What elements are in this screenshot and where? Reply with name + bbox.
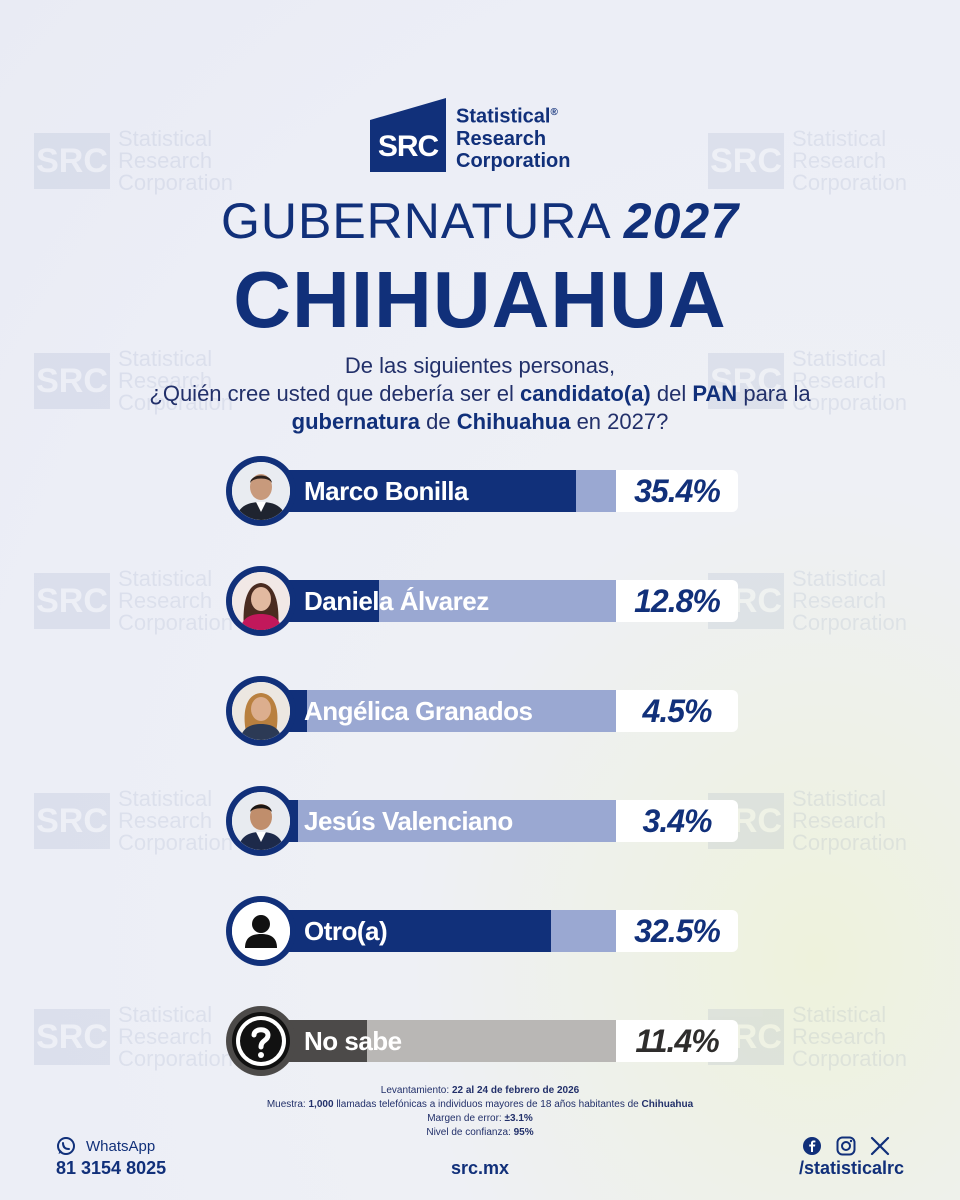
watermark: SRC Statistical Research Corporation <box>34 128 233 194</box>
note-value: ±3.1% <box>504 1113 533 1124</box>
photo-angelica-granados-icon <box>226 676 296 746</box>
note-value: 22 al 24 de febrero de 2026 <box>451 1085 580 1096</box>
logo-line-2: Research <box>456 128 547 150</box>
bar-value-label: 4.5% <box>616 690 738 732</box>
whatsapp-link[interactable]: WhatsApp <box>56 1136 155 1156</box>
logo-wordmark: Statistical® Research Corporation <box>456 102 570 172</box>
bar-value-label: 11.4% <box>616 1020 738 1062</box>
note-text: llamadas telefónicas a individuos mayore… <box>336 1099 639 1110</box>
logo-mark-text: SRC <box>377 130 439 163</box>
photo-marco-bonilla-icon <box>226 456 296 526</box>
bar-value-label: 35.4% <box>616 470 738 512</box>
instagram-icon[interactable] <box>836 1136 856 1156</box>
logo-line-3: Corporation <box>456 150 571 172</box>
question-emphasis: Chihuahua <box>456 409 571 434</box>
bar-track <box>268 800 616 842</box>
bar-row-otro: Otro(a) 32.5% <box>0 892 960 972</box>
bar-row-no-sabe: No sabe 11.4% <box>0 1002 960 1082</box>
question-emphasis: gubernatura <box>291 409 421 434</box>
question-emphasis: candidato(a) <box>519 381 651 406</box>
bar-value-label: 3.4% <box>616 800 738 842</box>
survey-question: De las siguientes personas, ¿Quién cree … <box>100 352 860 436</box>
question-text: ¿Quién cree usted que debería ser el <box>149 381 514 406</box>
phone-number[interactable]: 81 3154 8025 <box>56 1158 167 1178</box>
x-icon[interactable] <box>870 1136 890 1156</box>
registered-mark: ® <box>550 107 558 119</box>
bar-label: Otro(a) <box>304 916 388 946</box>
title-prefix: GUBERNATURA <box>220 193 609 249</box>
note-label: Levantamiento: <box>380 1085 450 1096</box>
note-label: Muestra: <box>266 1099 306 1110</box>
bar-row-angelica-granados: Angélica Granados 4.5% <box>0 672 960 752</box>
bar-label: Daniela Álvarez <box>304 586 489 616</box>
bar-label: Angélica Granados <box>304 696 533 726</box>
note-label: Nivel de confianza: <box>426 1127 511 1138</box>
website-link[interactable]: src.mx <box>450 1158 510 1178</box>
title-year: 2027 <box>623 193 740 249</box>
note-label: Margen de error: <box>427 1113 502 1124</box>
photo-jesus-valenciano-icon <box>226 786 296 856</box>
bar-label: No sabe <box>304 1026 402 1056</box>
bar-fill <box>268 470 576 512</box>
facebook-icon[interactable] <box>802 1136 822 1156</box>
bar-label: Marco Bonilla <box>304 476 468 506</box>
social-links <box>802 1136 890 1156</box>
note-value: 95% <box>513 1127 534 1138</box>
logo-line-1: Statistical <box>456 106 551 128</box>
question-text: de <box>426 409 451 434</box>
bar-value-label: 32.5% <box>616 910 738 952</box>
bar-row-marco-bonilla: Marco Bonilla 35.4% <box>0 452 960 532</box>
bar-row-jesus-valenciano: Jesús Valenciano 3.4% <box>0 782 960 862</box>
bar-track <box>268 690 616 732</box>
bar-label: Jesús Valenciano <box>304 806 513 836</box>
title-state: CHIHUAHUA <box>233 255 727 344</box>
question-emphasis: PAN <box>692 381 738 406</box>
question-text: del <box>656 381 687 406</box>
whatsapp-icon <box>57 1137 75 1155</box>
question-text: para la <box>743 381 811 406</box>
title-election: GUBERNATURA 2027 <box>0 192 960 250</box>
src-logo: SRC Statistical® Research Corporation <box>370 98 570 172</box>
bar-value-label: 12.8% <box>616 580 738 622</box>
watermark: SRC Statistical Research Corporation <box>708 128 907 194</box>
person-icon <box>226 896 296 966</box>
question-line-1: De las siguientes personas, <box>344 353 616 378</box>
whatsapp-label: WhatsApp <box>86 1137 156 1155</box>
methodology-note: Levantamiento: 22 al 24 de febrero de 20… <box>180 1084 780 1140</box>
note-value: Chihuahua <box>641 1099 694 1110</box>
bar-fill <box>268 910 551 952</box>
question-mark-icon <box>226 1006 296 1076</box>
social-handle[interactable]: /statisticalrc <box>798 1158 904 1178</box>
question-text: en 2027? <box>576 409 669 434</box>
photo-daniela-alvarez-icon <box>226 566 296 636</box>
bar-row-daniela-alvarez: Daniela Álvarez 12.8% <box>0 562 960 642</box>
note-value: 1,000 <box>308 1099 334 1110</box>
src-logo-mark: SRC <box>370 98 446 172</box>
